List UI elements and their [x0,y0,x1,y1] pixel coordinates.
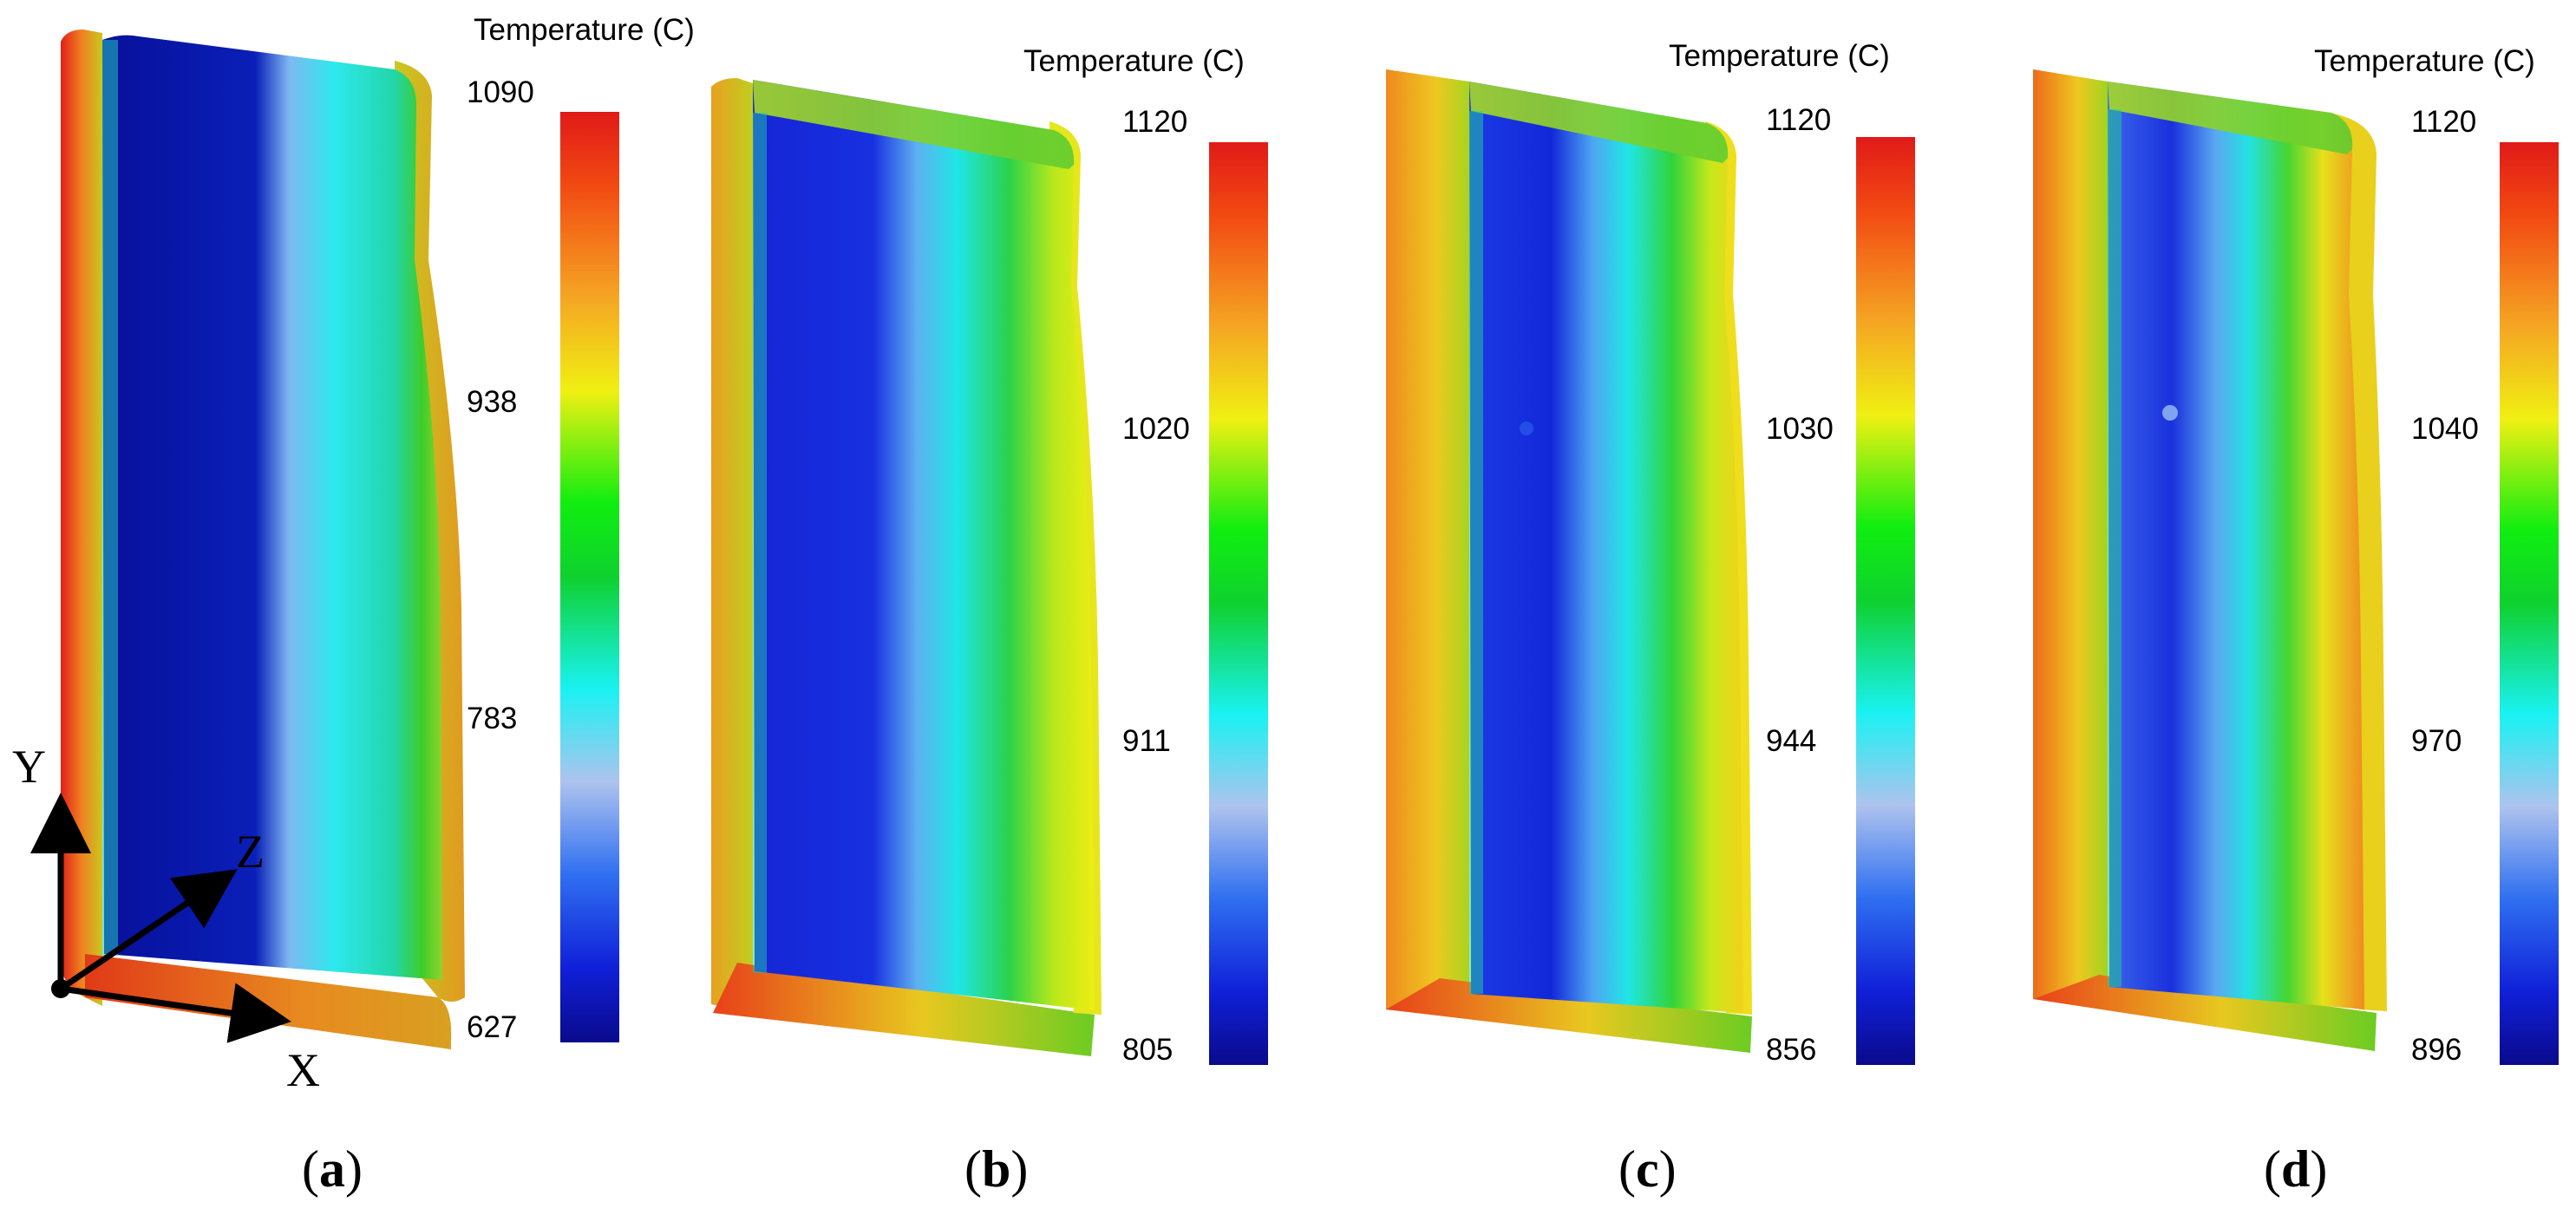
panel-d-tick: 1040 [2411,412,2479,446]
caption-c-letter: c [1636,1140,1659,1198]
panel-b-colorbar [1209,142,1268,1065]
panel-b-tick: 911 [1122,724,1171,758]
svg-text:(d): (d) [2264,1140,2327,1198]
z-axis-arrow [59,869,238,991]
panel-a-tick: 938 [467,385,517,419]
panel-a-colorbar-title: Temperature (C) [474,13,695,47]
caption-d: (d) [2264,1140,2327,1198]
x-axis-arrow [60,983,291,1043]
svg-text:(b): (b) [964,1140,1028,1198]
panel-d: Temperature (C) 1120 1040 970 896 [2033,44,2559,1067]
panel-c-tick: 1120 [1766,103,1831,137]
panel-c-colorbar-title: Temperature (C) [1669,39,1890,73]
axes-origin [51,979,70,998]
caption-a: (a) [302,1140,363,1198]
panel-a-colorbar [560,112,619,1042]
panel-b: Temperature (C) 1120 1020 911 805 [711,44,1268,1067]
panel-c-tick: 944 [1766,724,1816,758]
panel-d-colorbar-title: Temperature (C) [2314,44,2535,78]
panel-d-colorbar [2500,142,2559,1065]
panel-c-tick: 856 [1766,1033,1816,1067]
z-axis-label: Z [236,826,265,878]
svg-text:(c): (c) [1618,1140,1677,1198]
caption-a-letter: a [319,1140,345,1198]
panel-b-tick: 1120 [1122,105,1187,139]
panel-b-surface [711,78,1102,1056]
panel-a-tick: 1090 [467,75,534,109]
panel-d-tick: 896 [2411,1033,2462,1067]
panel-b-tick: 805 [1122,1033,1173,1067]
caption-b-letter: b [982,1140,1010,1198]
panel-d-surface [2033,69,2387,1051]
panel-a-tick: 627 [467,1010,517,1044]
y-axis-label: Y [12,741,46,793]
panel-b-colorbar-title: Temperature (C) [1023,44,1245,78]
svg-text:(a): (a) [302,1140,363,1198]
panel-d-tick: 970 [2411,724,2462,758]
axes-triad: Y Z X [12,741,320,1096]
panel-c-tick: 1030 [1766,412,1834,446]
x-axis-label: X [286,1044,320,1096]
panel-b-tick: 1020 [1122,412,1190,446]
caption-d-letter: d [2281,1140,2310,1198]
panel-c: Temperature (C) 1120 1030 944 856 [1386,39,1915,1067]
panel-a-tick: 783 [467,702,517,735]
panel-a: Temperature (C) 1090 938 783 627 [61,13,695,1049]
panel-c-colorbar [1856,137,1915,1065]
panel-a-surface [61,29,465,1049]
panel-d-tick: 1120 [2411,105,2476,139]
panel-c-surface [1386,69,1752,1053]
caption-b: (b) [964,1140,1028,1198]
caption-c: (c) [1618,1140,1677,1198]
